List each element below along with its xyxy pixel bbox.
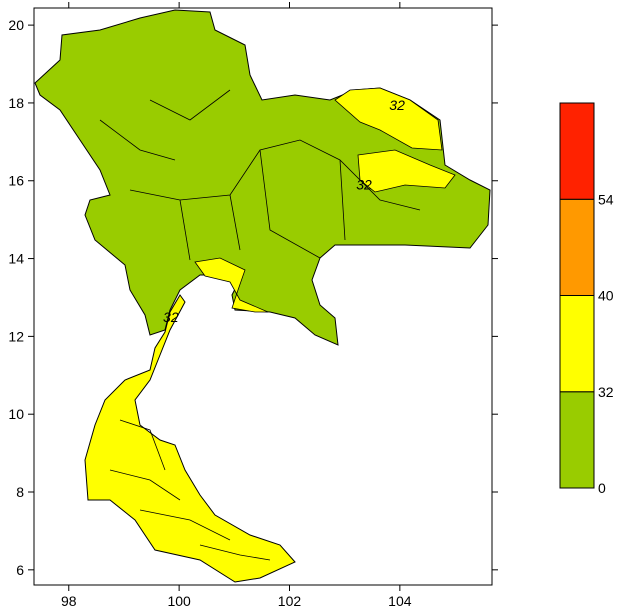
y-tick-label: 8 — [16, 484, 24, 500]
y-tick-label: 14 — [8, 251, 24, 267]
contour-label: 32 — [163, 309, 179, 325]
contour-label: 32 — [389, 97, 405, 113]
y-tick-label: 18 — [8, 95, 24, 111]
y-tick-label: 20 — [8, 17, 24, 33]
x-tick-label: 102 — [278, 593, 302, 609]
yellow-zone — [194, 257, 269, 313]
colorbar-segment — [559, 198, 595, 296]
yellow-zone — [334, 87, 443, 151]
x-tick-label: 98 — [61, 593, 77, 609]
colorbar-segment — [559, 295, 595, 393]
yellow-zone — [357, 149, 456, 193]
y-tick-label: 6 — [16, 562, 24, 578]
colorbar-label: 32 — [598, 384, 614, 400]
y-tick-label: 12 — [8, 328, 24, 344]
colorbar-segment — [559, 102, 595, 200]
peninsula — [84, 294, 296, 583]
contour-label: 32 — [356, 177, 372, 193]
plot-frame — [33, 7, 493, 586]
colorbar-segment — [559, 391, 595, 489]
map-shapes — [34, 9, 491, 583]
x-tick-label: 104 — [388, 593, 412, 609]
x-tick-label: 100 — [167, 593, 191, 609]
province-border — [99, 89, 421, 261]
colorbar-label: 54 — [598, 191, 614, 207]
province-border — [109, 419, 271, 561]
y-tick-label: 10 — [8, 406, 24, 422]
y-tick-label: 16 — [8, 173, 24, 189]
colorbar-label: 0 — [598, 480, 606, 496]
colorbar-label: 40 — [598, 288, 614, 304]
